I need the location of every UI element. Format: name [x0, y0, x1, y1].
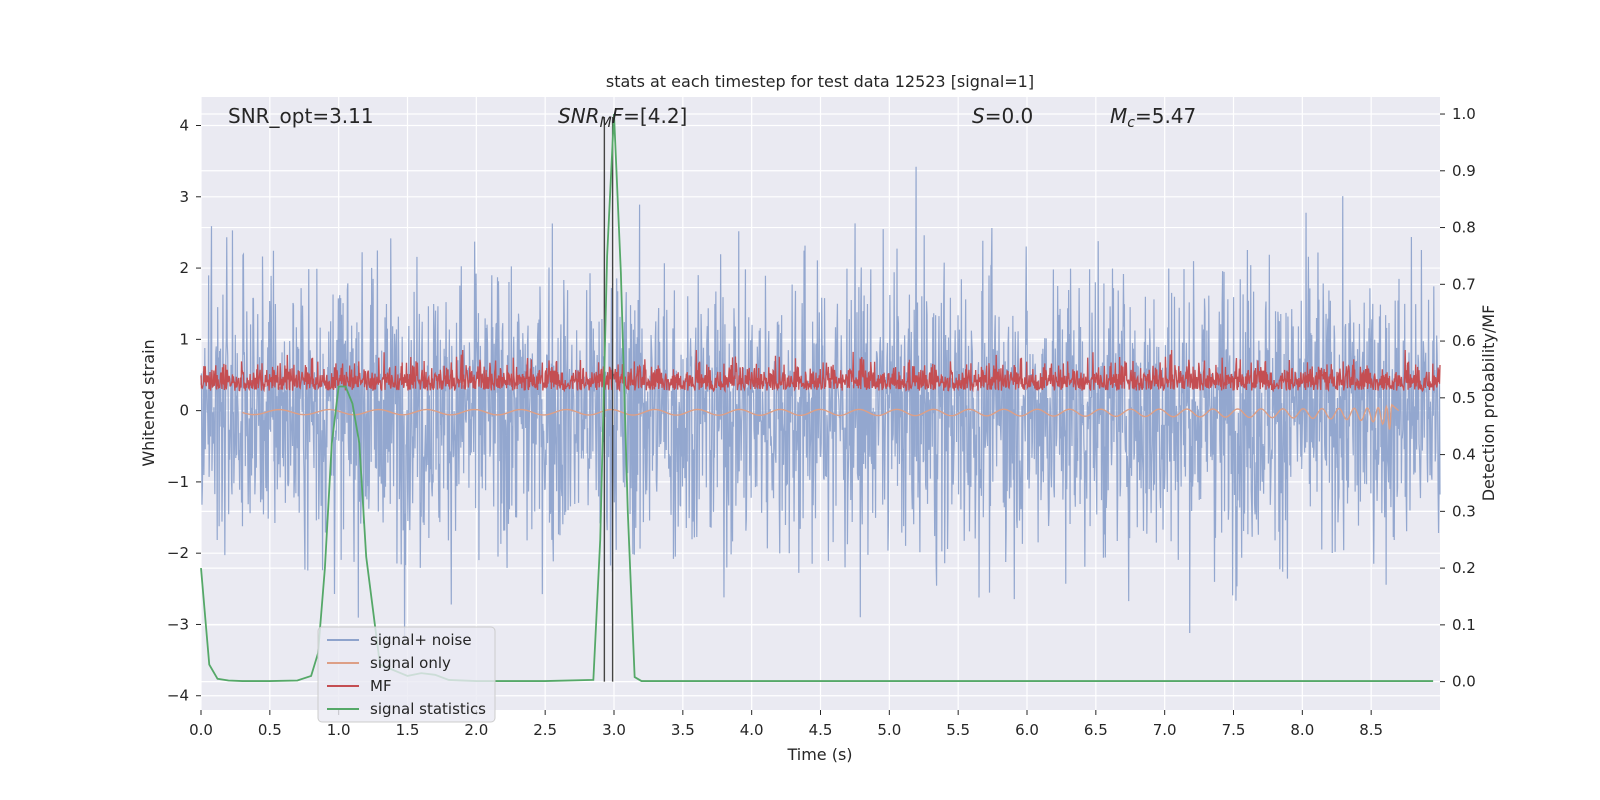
y-tick-label: 2 — [179, 259, 189, 277]
legend-label-mf: MF — [370, 677, 392, 695]
x-tick-label: 1.5 — [396, 721, 420, 739]
annotation-mc-rest: =5.47 — [1135, 104, 1196, 128]
y2-tick-label: 0.5 — [1452, 389, 1476, 407]
series-signal-only — [242, 403, 1400, 430]
y2-tick-label: 0.4 — [1452, 446, 1476, 464]
y2-tick-label: 0.9 — [1452, 162, 1476, 180]
legend-label-signal-noise: signal+ noise — [370, 631, 472, 649]
x-tick-label: 0.0 — [189, 721, 213, 739]
y2-tick-label: 0.6 — [1452, 332, 1476, 350]
annotation-mc-var: M — [1110, 104, 1127, 128]
annotation-s: S=0.0 — [972, 104, 1033, 128]
y-tick-label: 3 — [179, 188, 189, 206]
x-tick-label: 1.0 — [327, 721, 351, 739]
chart-title: stats at each timestep for test data 125… — [606, 72, 1034, 91]
x-tick-label: 4.0 — [740, 721, 764, 739]
y-tick-label: 4 — [179, 117, 189, 135]
x-axis-label: Time (s) — [786, 745, 852, 764]
x-tick-label: 0.5 — [258, 721, 282, 739]
y2-tick-label: 0.8 — [1452, 219, 1476, 237]
y2-tick-label: 0.1 — [1452, 616, 1476, 634]
annotation-snr-opt: SNR_opt=3.11 — [228, 104, 374, 128]
y-axis-ticks: 4 3 2 1 0 −1 −2 −3 −4 — [167, 117, 201, 705]
x-tick-label: 5.5 — [946, 721, 970, 739]
signal-noise-line — [200, 166, 1441, 639]
x-tick-label: 3.5 — [671, 721, 695, 739]
x-tick-label: 2.5 — [533, 721, 557, 739]
y-tick-label: 0 — [179, 402, 189, 420]
y-axis-label: Whitened strain — [139, 339, 158, 466]
x-tick-label: 4.5 — [809, 721, 833, 739]
annotation-s-rest: =0.0 — [985, 104, 1034, 128]
annotation-mc: Mc=5.47 — [1110, 104, 1196, 131]
y2-axis-label: Detection probability/MF — [1479, 305, 1498, 502]
annotation-snr-mf-sub: M — [600, 115, 612, 131]
annotation-snr-mf-rest: =[4.2] — [623, 104, 687, 128]
y2-tick-label: 1.0 — [1452, 105, 1476, 123]
signal-only-line — [242, 403, 1400, 430]
legend-box — [317, 626, 496, 723]
annotation-snr-mf-rest-var: F — [612, 104, 624, 128]
legend-label-signal-only: signal only — [370, 654, 451, 672]
x-tick-label: 8.5 — [1359, 721, 1383, 739]
mf-line — [200, 350, 1441, 393]
series-signal-noise — [200, 166, 1441, 639]
annotation-s-var: S — [972, 104, 985, 128]
x-tick-label: 5.0 — [877, 721, 901, 739]
y-tick-label: −2 — [167, 544, 189, 562]
x-tick-label: 8.0 — [1290, 721, 1314, 739]
legend-label-signal-statistics: signal statistics — [370, 700, 486, 718]
y-tick-label: −3 — [167, 615, 189, 633]
series-mf — [200, 350, 1441, 393]
x-tick-label: 6.0 — [1015, 721, 1039, 739]
x-tick-label: 6.5 — [1084, 721, 1108, 739]
legend: signal+ noise signal only MF signal stat… — [317, 626, 496, 723]
x-tick-label: 2.0 — [464, 721, 488, 739]
x-tick-label: 3.0 — [602, 721, 626, 739]
y2-tick-label: 0.2 — [1452, 559, 1476, 577]
y-tick-label: −4 — [167, 687, 189, 705]
y2-tick-label: 0.3 — [1452, 502, 1476, 520]
x-axis-ticks: 0.0 0.5 1.0 1.5 2.0 2.5 3.0 3.5 4.0 4.5 5.0 5.5 6.0 6… — [189, 710, 1383, 739]
x-tick-label: 7.5 — [1222, 721, 1246, 739]
annotation-snr-mf-base: SNR — [558, 104, 600, 128]
x-tick-label: 7.0 — [1153, 721, 1177, 739]
annotation-mc-sub: c — [1127, 115, 1135, 131]
annotation-snr-mf: SNRMF=[4.2] — [558, 104, 687, 131]
y-tick-label: 1 — [179, 330, 189, 348]
y2-axis-ticks: 1.0 0.9 0.8 0.7 0.6 0.5 0.4 0.3 0.2 0.1 0.0 — [1440, 105, 1476, 691]
y2-tick-label: 0.7 — [1452, 275, 1476, 293]
y2-tick-label: 0.0 — [1452, 673, 1476, 691]
y-tick-label: −1 — [167, 473, 189, 491]
